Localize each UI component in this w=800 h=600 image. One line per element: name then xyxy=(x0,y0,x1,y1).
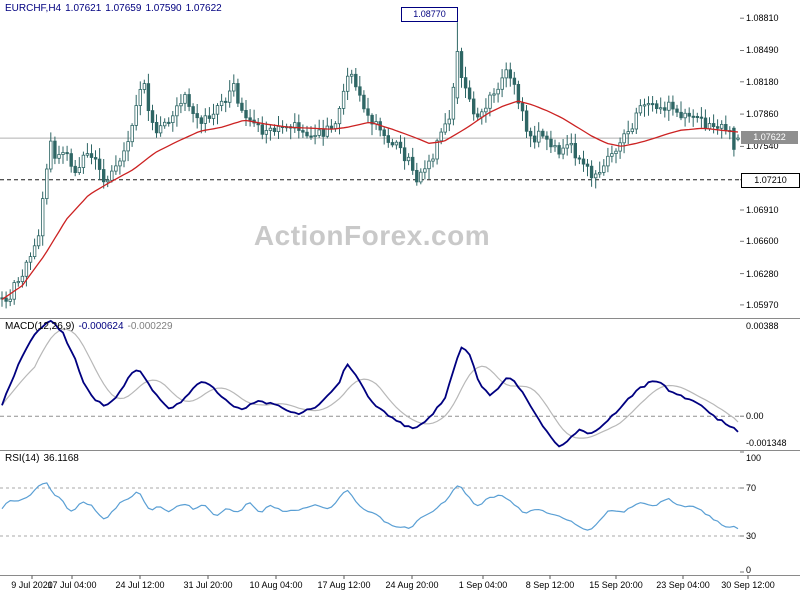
symbol-label: EURCHF,H4 xyxy=(5,3,62,14)
current-price-tag: 1.07622 xyxy=(741,131,798,144)
open-value: 1.07621 xyxy=(65,3,102,14)
low-value: 1.07590 xyxy=(145,3,182,14)
symbol-ohlc-readout: EURCHF,H4 1.07621 1.07659 1.07590 1.07622 xyxy=(5,3,226,14)
rsi-value: 36.1168 xyxy=(43,453,79,464)
macd-readout: MACD(12,26,9) -0.000624 -0.000229 xyxy=(5,321,177,332)
marked-high-price-tag: 1.08770 xyxy=(401,7,458,22)
support-price-tag: 1.07210 xyxy=(741,173,800,188)
close-value: 1.07622 xyxy=(185,3,222,14)
watermark: ActionForex.com xyxy=(253,220,491,251)
rsi-label: RSI(14) xyxy=(5,453,40,464)
high-value: 1.07659 xyxy=(105,3,142,14)
macd-label: MACD(12,26,9) xyxy=(5,321,75,332)
macd-main-value: -0.000624 xyxy=(78,321,124,332)
rsi-readout: RSI(14) 36.1168 xyxy=(5,453,83,464)
macd-signal-value: -0.000229 xyxy=(127,321,173,332)
